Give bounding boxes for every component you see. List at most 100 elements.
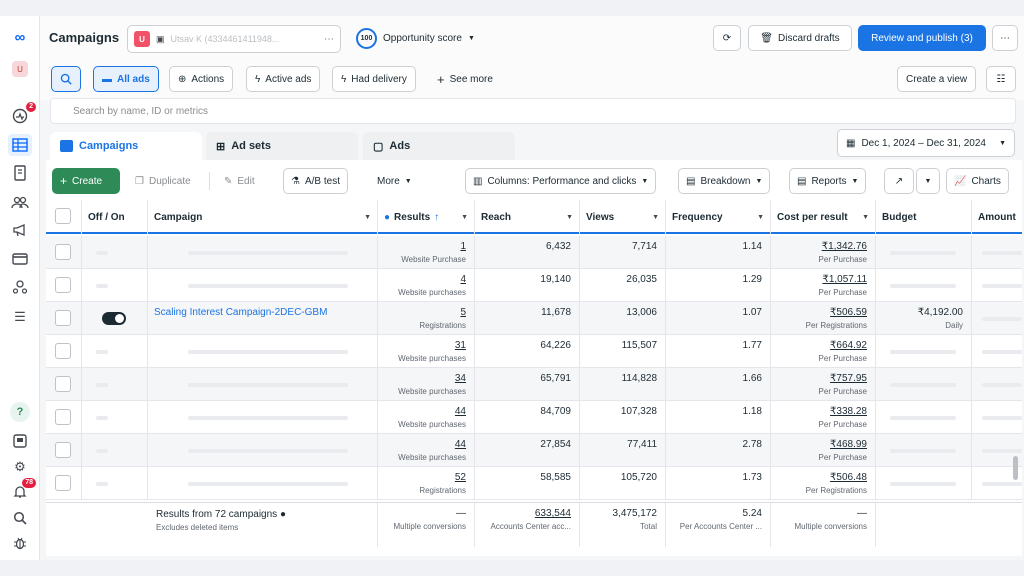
duplicate-button[interactable]: ❐ Duplicate bbox=[127, 168, 199, 194]
select-all-checkbox[interactable] bbox=[55, 208, 71, 224]
filter-actions[interactable]: ⊕ Actions bbox=[169, 66, 234, 92]
col-frequency[interactable]: Frequency ▼ bbox=[666, 200, 771, 234]
cpr-value[interactable]: ₹468.99 bbox=[830, 439, 867, 450]
row-checkbox[interactable] bbox=[55, 475, 71, 491]
tab-ads[interactable]: ▢ Ads bbox=[363, 132, 515, 160]
tab-campaigns[interactable]: Campaigns bbox=[50, 132, 202, 160]
results-value[interactable]: 5 bbox=[460, 307, 466, 318]
account-name: Utsav K (4334461411948... bbox=[170, 34, 280, 44]
placeholder-bar bbox=[890, 284, 956, 288]
results-value[interactable]: 4 bbox=[460, 274, 466, 285]
audiences-icon[interactable] bbox=[8, 191, 32, 213]
row-checkbox[interactable] bbox=[55, 277, 71, 293]
cpr-value[interactable]: ₹1,342.76 bbox=[821, 241, 867, 252]
account-selector[interactable]: U ▣ Utsav K (4334461411948... ⋯ bbox=[127, 25, 341, 53]
row-checkbox[interactable] bbox=[55, 343, 71, 359]
col-views[interactable]: Views ▼ bbox=[580, 200, 666, 234]
reach-value: 65,791 bbox=[540, 373, 571, 384]
cpr-value[interactable]: ₹1,057.11 bbox=[822, 274, 867, 285]
table-row[interactable]: 1 Website Purchase 6,432 7,714 1.14 ₹1,342.76… bbox=[46, 236, 1022, 269]
campaign-name-cell bbox=[148, 368, 378, 401]
search-input[interactable]: Search by name, ID or metrics bbox=[50, 98, 1016, 124]
col-cost-per-result[interactable]: Cost per result ▼ bbox=[771, 200, 876, 234]
ads-megaphone-icon[interactable] bbox=[8, 219, 32, 241]
row-checkbox[interactable] bbox=[55, 376, 71, 392]
table-row[interactable]: 44 Website purchases 27,854 77,411 2.78 ₹468.… bbox=[46, 434, 1022, 467]
filter-all-ads[interactable]: ▬ All ads bbox=[93, 66, 159, 92]
pages-icon[interactable] bbox=[8, 162, 32, 184]
more-menu-button[interactable]: More ▼ bbox=[369, 168, 420, 194]
meta-logo-icon[interactable]: ∞ bbox=[14, 28, 26, 46]
cell-reach: 84,709 bbox=[475, 401, 580, 434]
cpr-value[interactable]: ₹664.92 bbox=[830, 340, 867, 351]
results-value[interactable]: 1 bbox=[460, 241, 466, 252]
ab-test-button[interactable]: ⚗ A/B test bbox=[283, 168, 348, 194]
columns-button[interactable]: ▥ Columns: Performance and clicks ▼ bbox=[465, 168, 657, 194]
sliders-icon: ☷ bbox=[996, 73, 1006, 85]
menu-icon[interactable]: ☰ bbox=[14, 309, 26, 324]
settings-icon[interactable]: ⚙ bbox=[14, 459, 26, 474]
filter-had-delivery[interactable]: ϟ Had delivery bbox=[332, 66, 416, 92]
col-results[interactable]: ● Results ↑ ▼ bbox=[378, 200, 475, 234]
create-button[interactable]: + Create bbox=[52, 168, 120, 194]
breakdown-button[interactable]: ▤ Breakdown ▼ bbox=[678, 168, 771, 194]
results-value[interactable]: 31 bbox=[454, 340, 466, 351]
export-button[interactable]: ↗ bbox=[884, 168, 914, 194]
cpr-value[interactable]: ₹506.59 bbox=[830, 307, 867, 318]
campaign-name-link[interactable]: Scaling Interest Campaign-2DEC-GBM bbox=[154, 307, 328, 318]
bolt-icon: ϟ bbox=[341, 73, 347, 85]
row-checkbox[interactable] bbox=[55, 310, 71, 326]
news-icon[interactable] bbox=[8, 430, 32, 452]
discard-drafts-button[interactable]: 🗑 Discard drafts bbox=[748, 25, 852, 51]
charts-button[interactable]: 📈 Charts bbox=[946, 168, 1009, 194]
cpr-value[interactable]: ₹506.48 bbox=[830, 472, 867, 483]
notifications-icon[interactable]: 78 bbox=[8, 478, 36, 503]
more-options-button[interactable]: ⋯ bbox=[992, 25, 1018, 51]
campaigns-grid-icon[interactable] bbox=[8, 134, 32, 156]
table-row[interactable]: 34 Website purchases 65,791 114,828 1.66 ₹757… bbox=[46, 368, 1022, 401]
accounts-center-icon[interactable] bbox=[8, 276, 32, 298]
cpr-value[interactable]: ₹757.95 bbox=[830, 373, 867, 384]
vertical-scrollbar[interactable] bbox=[1013, 456, 1018, 480]
col-off-on[interactable]: Off / On bbox=[82, 200, 148, 234]
col-campaign[interactable]: Campaign ▼ bbox=[148, 200, 378, 234]
table-row[interactable]: 31 Website purchases 64,226 115,507 1.77 ₹664… bbox=[46, 335, 1022, 368]
col-reach[interactable]: Reach ▼ bbox=[475, 200, 580, 234]
account-avatar[interactable]: U bbox=[8, 58, 32, 80]
activity-icon[interactable]: 2 bbox=[8, 102, 36, 127]
date-range-picker[interactable]: ▦ Dec 1, 2024 – Dec 31, 2024 ▼ bbox=[837, 129, 1015, 157]
refresh-button[interactable]: ⟳ bbox=[713, 25, 741, 51]
help-icon[interactable]: ? bbox=[8, 401, 32, 423]
opportunity-score[interactable]: 100 Opportunity score ▼ bbox=[356, 28, 475, 49]
bug-icon[interactable] bbox=[8, 532, 32, 554]
billing-card-icon[interactable] bbox=[8, 248, 32, 270]
table-row[interactable]: 4 Website purchases 19,140 26,035 1.29 ₹1,057… bbox=[46, 269, 1022, 302]
export-dropdown-button[interactable]: ▼ bbox=[916, 168, 940, 194]
filter-active-ads[interactable]: ϟ Active ads bbox=[246, 66, 321, 92]
results-value[interactable]: 44 bbox=[454, 406, 466, 417]
row-checkbox[interactable] bbox=[55, 442, 71, 458]
col-budget[interactable]: Budget bbox=[876, 200, 972, 234]
table-row[interactable]: Scaling Interest Campaign-2DEC-GBM 5 Regis… bbox=[46, 302, 1022, 335]
create-view-button[interactable]: Create a view bbox=[897, 66, 977, 92]
search-icon[interactable] bbox=[8, 507, 32, 529]
edit-button[interactable]: ✎ Edit bbox=[216, 168, 263, 194]
results-value[interactable]: 34 bbox=[454, 373, 466, 384]
campaign-toggle[interactable] bbox=[102, 312, 126, 325]
cell-views: 7,714 bbox=[580, 236, 666, 269]
results-value[interactable]: 52 bbox=[454, 472, 466, 483]
reports-button[interactable]: ▤ Reports ▼ bbox=[789, 168, 867, 194]
filter-see-more[interactable]: + See more bbox=[437, 71, 493, 87]
review-publish-button[interactable]: Review and publish (3) bbox=[858, 25, 986, 51]
tab-ad-sets[interactable]: ⊞ Ad sets bbox=[206, 132, 358, 160]
row-checkbox[interactable] bbox=[55, 409, 71, 425]
results-value[interactable]: 44 bbox=[454, 439, 466, 450]
row-checkbox[interactable] bbox=[55, 244, 71, 260]
chevron-down-icon: ▼ bbox=[999, 139, 1006, 147]
cpr-value[interactable]: ₹338.28 bbox=[830, 406, 867, 417]
search-toggle-button[interactable] bbox=[51, 66, 81, 92]
table-row[interactable]: 44 Website purchases 84,709 107,328 1.18 ₹338… bbox=[46, 401, 1022, 434]
view-settings-button[interactable]: ☷ bbox=[986, 66, 1016, 92]
table-row[interactable]: 52 Registrations 58,585 105,720 1.73 ₹506.48 P… bbox=[46, 467, 1022, 500]
col-amount[interactable]: Amount bbox=[978, 211, 1016, 223]
